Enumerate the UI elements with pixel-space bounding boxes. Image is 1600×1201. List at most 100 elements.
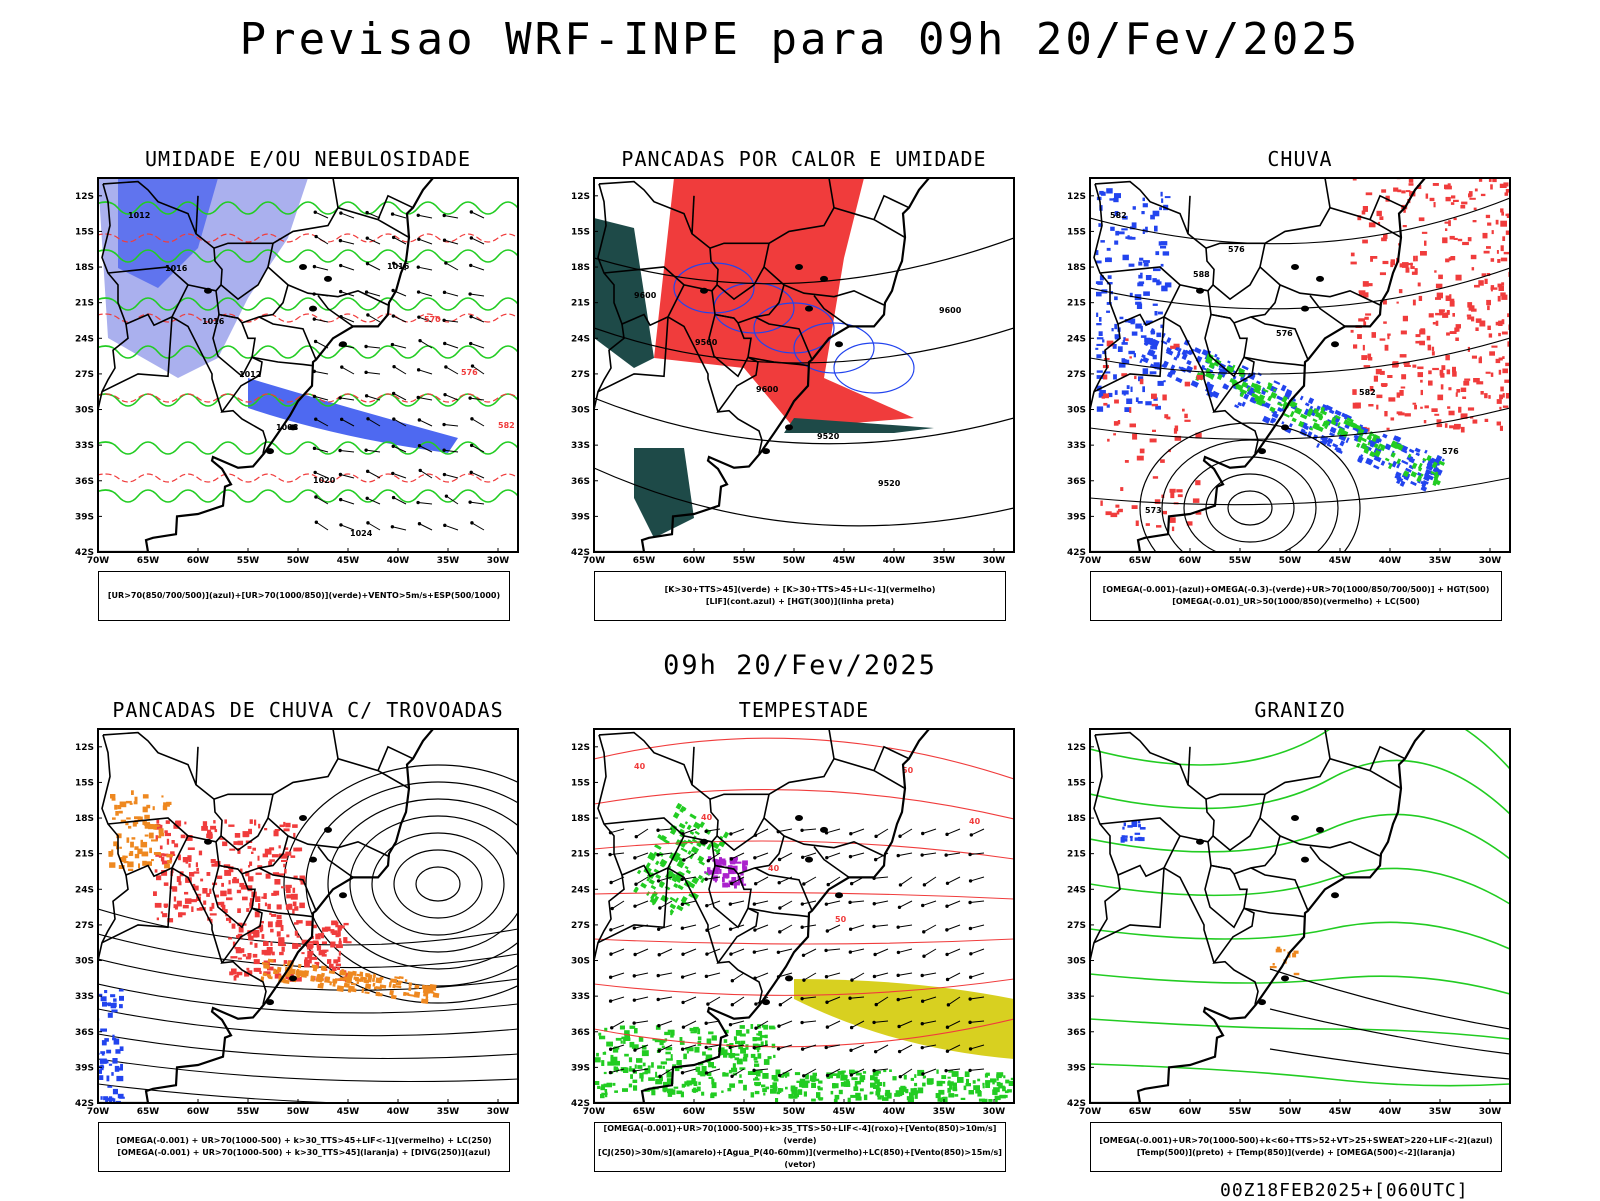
humidity-contour-green [98, 489, 518, 503]
lon-tick-label: 35W [933, 1107, 956, 1117]
lake [785, 975, 793, 982]
lat-tick-label: 27S [1067, 370, 1086, 380]
lake [1301, 305, 1309, 312]
contour-label: 9600 [756, 385, 779, 394]
lat-tick-label: 21S [75, 299, 94, 309]
lon-tick-label: 60W [683, 556, 706, 566]
lat-tick-label: 15S [75, 778, 94, 788]
contour-label: 40 [634, 762, 646, 771]
lake [299, 815, 307, 822]
legend-trovoadas: [OMEGA(-0.001) + UR>70(1000-500) + k>30_… [98, 1122, 510, 1172]
lat-tick-label: 33S [571, 992, 590, 1002]
temp850-contour [1090, 759, 1510, 815]
lon-tick-label: 30W [1479, 556, 1502, 566]
lake [1331, 341, 1339, 348]
legend-line: [OMEGA(-0.001) + UR>70(1000-500) + k>30_… [117, 1148, 491, 1157]
lon-tick-label: 70W [1079, 1107, 1102, 1117]
legend-umidade: [UR>70(850/700/500)](azul)+[UR>70(1000/8… [98, 571, 510, 621]
lake [820, 826, 828, 833]
lat-tick-label: 39S [571, 512, 590, 522]
valid-time-title: 09h 20/Fev/2025 [663, 650, 937, 681]
legend-line: [OMEGA(-0.001) + UR>70(1000-500) + k>30_… [116, 1136, 492, 1145]
panel-title-chuva: CHUVA [1267, 147, 1333, 171]
lat-tick-label: 21S [571, 299, 590, 309]
lon-tick-label: 55W [733, 556, 756, 566]
legend-tempestade: [OMEGA(-0.001)+UR>70(1000-500)+k>35_TTS>… [594, 1122, 1006, 1172]
temp850-contour [1090, 867, 1510, 905]
lat-tick-label: 39S [75, 512, 94, 522]
run-timestamp: 00Z18FEB2025+[060UTC] [1220, 1180, 1469, 1201]
contour-label: 576 [1228, 245, 1245, 254]
lon-tick-label: 40W [1379, 556, 1402, 566]
precip-water-contour [594, 938, 1014, 945]
lon-tick-label: 45W [337, 1107, 360, 1117]
streamlines [1139, 422, 1361, 552]
lat-tick-label: 33S [1067, 992, 1086, 1002]
hgt500-contour [1090, 477, 1510, 506]
hgt300-contour [594, 467, 1014, 527]
temp850-contour [1090, 813, 1510, 860]
contour-label: 576 [1276, 329, 1293, 338]
lon-tick-label: 50W [287, 556, 310, 566]
legend-line: [LIF](cont.azul) + [HGT(300)](linha pret… [705, 597, 895, 606]
lon-tick-label: 30W [983, 556, 1006, 566]
humidity-contour-green [98, 249, 518, 263]
lat-tick-label: 18S [571, 814, 590, 824]
streamline [98, 1058, 518, 1083]
temp500-contour [1269, 1048, 1510, 1080]
lake [1281, 424, 1289, 431]
contour-label: 1016 [165, 264, 188, 273]
east-coastline [1090, 178, 1426, 552]
lif-contour [753, 302, 835, 354]
lat-tick-label: 36S [1067, 477, 1086, 487]
contour-label: 50 [835, 915, 847, 924]
lake [1291, 815, 1299, 822]
lon-tick-label: 50W [1279, 556, 1302, 566]
legend-line: [Temp(500)](preto) + [Temp(850)](verde) … [1136, 1148, 1456, 1157]
streamline [98, 1008, 518, 1037]
lat-tick-label: 24S [571, 885, 590, 895]
lon-tick-label: 35W [933, 556, 956, 566]
lon-tick-label: 45W [833, 556, 856, 566]
lon-tick-label: 60W [1179, 556, 1202, 566]
lat-tick-label: 15S [571, 227, 590, 237]
lon-tick-label: 45W [337, 556, 360, 566]
lat-tick-label: 30S [1067, 406, 1086, 416]
legend-pancadas-calor: [K>30+TTS>45](verde) + [K>30+TTS>45+LI<-… [594, 571, 1006, 621]
lat-tick-label: 24S [75, 885, 94, 895]
lat-tick-label: 27S [1067, 921, 1086, 931]
lon-tick-label: 70W [87, 1107, 110, 1117]
lon-tick-label: 55W [237, 1107, 260, 1117]
lon-tick-label: 60W [187, 556, 210, 566]
lake [1331, 892, 1339, 899]
lat-tick-label: 18S [1067, 814, 1086, 824]
lake [1316, 275, 1324, 282]
panel-title-umidade: UMIDADE E/OU NEBULOSIDADE [144, 147, 472, 171]
contour-label: 588 [1193, 270, 1210, 279]
state-borders [98, 729, 414, 1005]
lake [795, 815, 803, 822]
thickness-contour-red [98, 233, 518, 243]
lake [1291, 264, 1299, 271]
lat-tick-label: 30S [571, 957, 590, 967]
lon-tick-label: 60W [683, 1107, 706, 1117]
lon-tick-label: 55W [237, 556, 260, 566]
lat-tick-label: 21S [1067, 850, 1086, 860]
lat-tick-label: 36S [571, 477, 590, 487]
hgt300-contour [594, 237, 1014, 285]
lake [289, 424, 297, 431]
temp500-contour [1269, 968, 1510, 1030]
lat-tick-label: 15S [1067, 227, 1086, 237]
lake [805, 305, 813, 312]
lake [1258, 448, 1266, 455]
lat-tick-label: 27S [75, 921, 94, 931]
panel-title-trovoadas: PANCADAS DE CHUVA C/ TROVOADAS [112, 698, 504, 722]
east-coastline [1090, 729, 1426, 1103]
lake [266, 999, 274, 1006]
temp500-contour [1269, 1008, 1510, 1055]
lake [204, 287, 212, 294]
lon-tick-label: 70W [583, 556, 606, 566]
lat-tick-label: 30S [75, 406, 94, 416]
contour-label: 9520 [817, 432, 840, 441]
hgt300-contour [594, 397, 1014, 445]
